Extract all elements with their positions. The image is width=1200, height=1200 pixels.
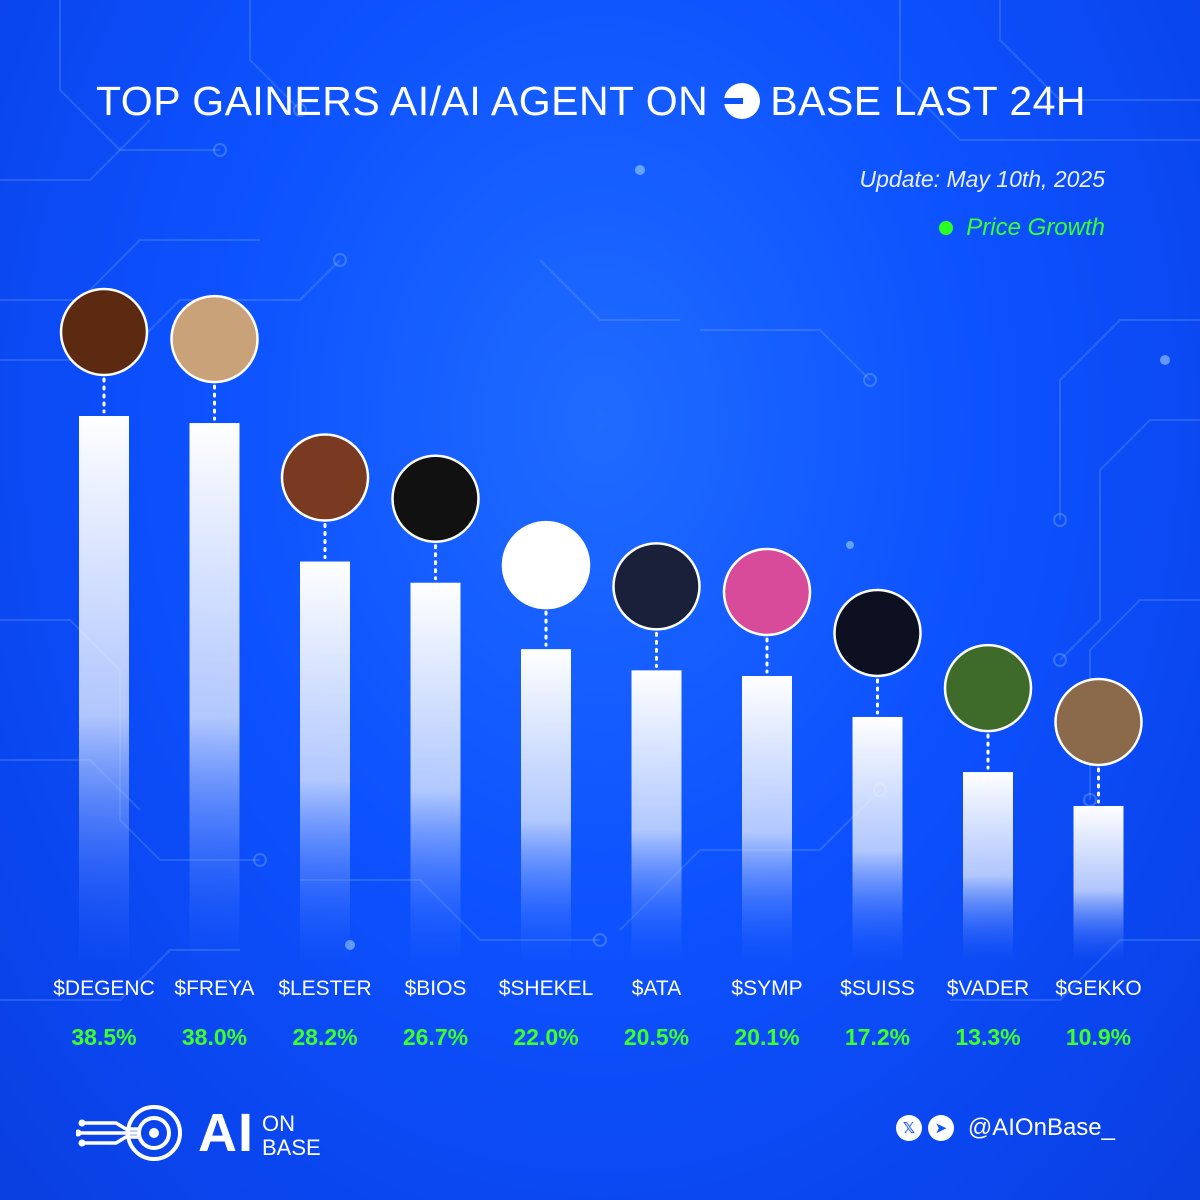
star-of-david-icon bbox=[501, 520, 591, 610]
value-label-suiss: 17.2% bbox=[845, 1024, 910, 1050]
tick-label-freya: $FREYA bbox=[174, 977, 254, 1000]
phone-man-avatar-icon bbox=[1054, 677, 1143, 767]
bar-gekko bbox=[1073, 805, 1124, 960]
social-handle[interactable]: @AIOnBase_ bbox=[967, 1114, 1115, 1141]
bar-degenc bbox=[79, 416, 129, 960]
tick-label-symp: $SYMP bbox=[731, 977, 802, 1000]
tick-label-gekko: $GEKKO bbox=[1055, 977, 1141, 1000]
value-label-shekel: 22.0% bbox=[513, 1024, 578, 1050]
legend-label: Price Growth bbox=[966, 214, 1105, 241]
telegram-icon[interactable]: ➤ bbox=[927, 1115, 954, 1141]
base-logo-icon bbox=[723, 83, 761, 119]
brand-logo: AI ON BASE bbox=[76, 1103, 321, 1163]
x-icon[interactable]: 𝕏 bbox=[895, 1115, 922, 1141]
robot-dog-icon bbox=[612, 542, 701, 631]
base-word: BASE bbox=[770, 77, 882, 124]
bar-bios bbox=[410, 582, 461, 960]
bar-shekel bbox=[521, 649, 571, 960]
logo-onbase-text: ON BASE bbox=[262, 1112, 321, 1160]
value-label-ata: 20.5% bbox=[624, 1024, 689, 1050]
troll-avatar-icon bbox=[722, 547, 812, 637]
circuit-logo-icon bbox=[76, 1105, 182, 1161]
bar-vader bbox=[963, 772, 1013, 960]
king-avatar-icon bbox=[59, 287, 149, 377]
bar-suiss bbox=[852, 716, 903, 960]
bar-freya bbox=[189, 423, 240, 960]
legend-dot-icon bbox=[939, 221, 954, 235]
value-label-symp: 20.1% bbox=[734, 1024, 799, 1050]
helmet-avatar-icon bbox=[833, 588, 922, 678]
logo-base: BASE bbox=[262, 1135, 321, 1160]
value-label-degenc: 38.5% bbox=[71, 1024, 136, 1050]
bar-ata bbox=[631, 670, 682, 960]
diamond-logo-icon bbox=[391, 454, 480, 543]
logo-on: ON bbox=[262, 1111, 295, 1136]
social-links: 𝕏 ➤ @AIOnBase_ bbox=[895, 1114, 1115, 1142]
chart-title: TOP GAINERS AI/AI AGENT ON BASE LAST 24H bbox=[96, 76, 1106, 126]
value-label-freya: 38.0% bbox=[182, 1024, 247, 1050]
tick-label-vader: $VADER bbox=[947, 977, 1029, 1000]
woman-avatar-icon bbox=[170, 294, 259, 384]
value-label-vader: 13.3% bbox=[955, 1024, 1020, 1050]
tick-label-degenc: $DEGENC bbox=[53, 977, 155, 1000]
green-man-avatar-icon bbox=[943, 643, 1033, 733]
value-label-lester: 28.2% bbox=[292, 1024, 357, 1050]
value-label-bios: 26.7% bbox=[403, 1024, 468, 1050]
tick-label-suiss: $SUISS bbox=[840, 977, 915, 1000]
tick-label-bios: $BIOS bbox=[405, 977, 467, 1000]
logo-ai-text: AI bbox=[198, 1103, 254, 1163]
bar-lester bbox=[300, 561, 350, 960]
title-prefix: TOP GAINERS AI/AI AGENT ON bbox=[96, 77, 709, 124]
tick-label-shekel: $SHEKEL bbox=[499, 977, 594, 1000]
bar-symp bbox=[742, 675, 792, 960]
value-label-gekko: 10.9% bbox=[1066, 1024, 1131, 1050]
title-suffix: LAST 24H bbox=[893, 77, 1087, 124]
man-avatar-icon bbox=[280, 433, 370, 522]
tick-label-ata: $ATA bbox=[632, 977, 681, 1000]
tick-label-lester: $LESTER bbox=[278, 977, 371, 1000]
update-date: Update: May 10th, 2025 bbox=[859, 166, 1106, 192]
legend: Price Growth bbox=[939, 214, 1105, 242]
